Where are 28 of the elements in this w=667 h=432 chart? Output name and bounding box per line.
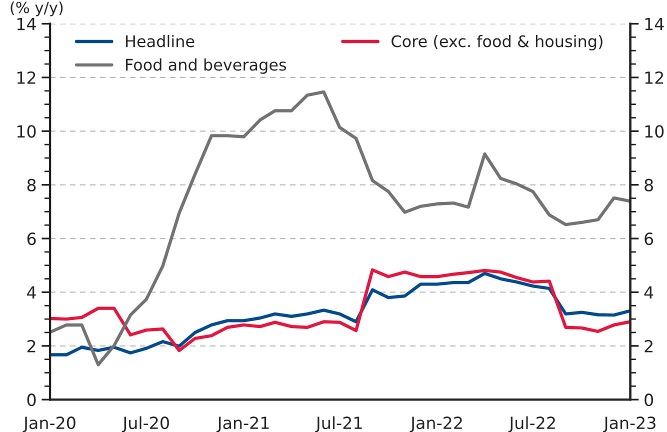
y2-tick-label: 12 bbox=[645, 71, 664, 84]
y2-tick-label: 10 bbox=[645, 125, 664, 138]
y-tick-label: 6 bbox=[27, 232, 36, 246]
x-tick-label: Jul-21 bbox=[315, 416, 362, 432]
legend-label: Headline bbox=[126, 34, 194, 48]
y2-tick-label: 4 bbox=[644, 286, 654, 299]
y-tick-label: 10 bbox=[17, 125, 36, 138]
y2-tick-label: 14 bbox=[645, 18, 664, 30]
x-tick-label: Jan-20 bbox=[22, 416, 76, 432]
y-tick-label: 2 bbox=[27, 340, 36, 352]
y-tick-label: 14 bbox=[17, 18, 36, 30]
x-tick-label: Jan-22 bbox=[410, 416, 462, 432]
y-tick-label: 0 bbox=[27, 394, 36, 406]
line-series bbox=[50, 90, 630, 366]
y2-tick-label: 8 bbox=[644, 178, 653, 192]
y2-tick-label: 2 bbox=[644, 340, 652, 352]
x-tick-label: Jul-20 bbox=[122, 416, 169, 432]
y-axis-title: (% y/y) bbox=[10, 1, 63, 16]
x-tick-label: Jan-21 bbox=[216, 416, 269, 432]
y2-tick-label: 0 bbox=[644, 394, 654, 406]
y-tick-label: 4 bbox=[27, 286, 36, 299]
y-tick-label: 8 bbox=[27, 178, 36, 192]
x-tick-label: Jul-22 bbox=[508, 416, 555, 432]
x-tick-label: Jan-23 bbox=[602, 416, 656, 432]
legend-label: Food and beverages bbox=[126, 58, 286, 74]
y2-tick-label: 6 bbox=[644, 232, 654, 246]
y-tick-label: 12 bbox=[17, 71, 36, 84]
legend-label: Core (exc. food & housing) bbox=[392, 34, 602, 50]
